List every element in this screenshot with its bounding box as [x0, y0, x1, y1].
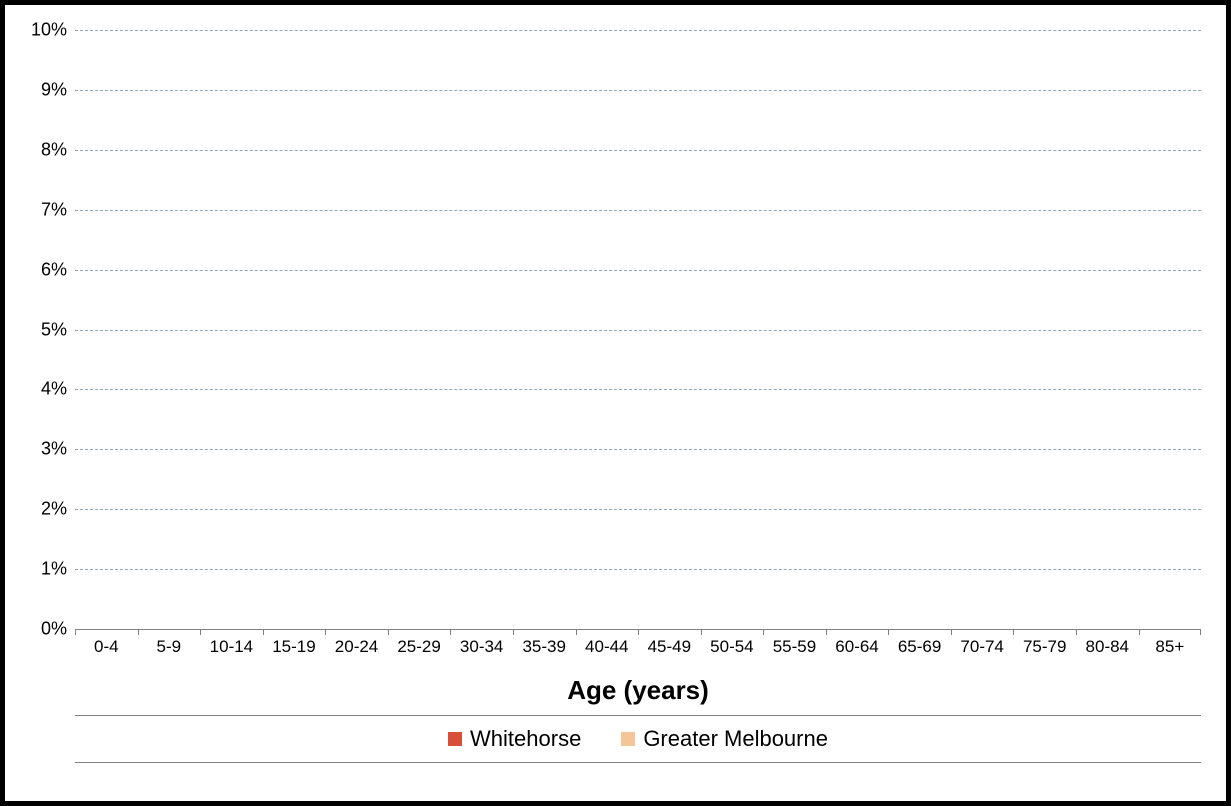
x-tick-label: 30-34	[450, 637, 513, 657]
legend-label: Whitehorse	[470, 726, 581, 752]
x-tick-label: 25-29	[388, 637, 451, 657]
x-tick-mark	[513, 629, 514, 635]
x-tick-label: 60-64	[826, 637, 889, 657]
gridline	[75, 210, 1201, 211]
x-tick-label: 40-44	[576, 637, 639, 657]
x-tick-mark	[826, 629, 827, 635]
x-tick-label: 80-84	[1076, 637, 1139, 657]
x-tick-mark	[888, 629, 889, 635]
gridline	[75, 389, 1201, 390]
x-tick-mark	[1013, 629, 1014, 635]
gridline	[75, 509, 1201, 510]
x-tick-mark	[325, 629, 326, 635]
x-tick-mark	[388, 629, 389, 635]
gridline	[75, 90, 1201, 91]
y-tick-label: 5%	[41, 319, 75, 340]
x-tick-mark	[763, 629, 764, 635]
legend-label: Greater Melbourne	[643, 726, 828, 752]
x-tick-label: 35-39	[513, 637, 576, 657]
y-tick-label: 4%	[41, 379, 75, 400]
legend-item: Whitehorse	[448, 726, 581, 752]
x-tick-label: 5-9	[138, 637, 201, 657]
x-tick-mark	[638, 629, 639, 635]
x-tick-label: 50-54	[701, 637, 764, 657]
x-tick-mark	[450, 629, 451, 635]
x-tick-label: 65-69	[888, 637, 951, 657]
y-tick-label: 6%	[41, 259, 75, 280]
y-tick-label: 2%	[41, 499, 75, 520]
x-tick-label: 45-49	[638, 637, 701, 657]
x-tick-label: 70-74	[951, 637, 1014, 657]
y-tick-label: 8%	[41, 139, 75, 160]
gridline	[75, 150, 1201, 151]
x-tick-mark	[263, 629, 264, 635]
y-tick-label: 3%	[41, 439, 75, 460]
gridline	[75, 449, 1201, 450]
x-tick-mark	[701, 629, 702, 635]
y-tick-label: 0%	[41, 619, 75, 640]
y-tick-label: 1%	[41, 559, 75, 580]
gridline	[75, 330, 1201, 331]
x-tick-label: 0-4	[75, 637, 138, 657]
gridline	[75, 569, 1201, 570]
legend-item: Greater Melbourne	[621, 726, 828, 752]
x-tick-mark	[1076, 629, 1077, 635]
x-tick-mark	[138, 629, 139, 635]
x-tick-mark	[1200, 629, 1201, 635]
legend-swatch	[448, 732, 462, 746]
y-tick-label: 7%	[41, 199, 75, 220]
x-axis-labels: 0-45-910-1415-1920-2425-2930-3435-3940-4…	[75, 637, 1201, 657]
legend-swatch	[621, 732, 635, 746]
y-tick-label: 10%	[31, 20, 75, 41]
x-tick-label: 85+	[1139, 637, 1202, 657]
x-tick-mark	[951, 629, 952, 635]
x-tick-mark	[1139, 629, 1140, 635]
x-tick-label: 10-14	[200, 637, 263, 657]
gridline	[75, 270, 1201, 271]
y-tick-label: 9%	[41, 79, 75, 100]
gridline	[75, 30, 1201, 31]
legend: Whitehorse Greater Melbourne	[75, 715, 1201, 763]
x-axis-title: Age (years)	[75, 675, 1201, 706]
x-tick-label: 55-59	[763, 637, 826, 657]
x-tick-mark	[200, 629, 201, 635]
x-tick-label: 20-24	[325, 637, 388, 657]
age-distribution-chart: 0%1%2%3%4%5%6%7%8%9%10% 0-45-910-1415-19…	[0, 0, 1231, 806]
x-tick-mark	[576, 629, 577, 635]
x-tick-label: 15-19	[263, 637, 326, 657]
x-tick-label: 75-79	[1013, 637, 1076, 657]
x-tick-mark	[75, 629, 76, 635]
plot-area: 0%1%2%3%4%5%6%7%8%9%10%	[75, 30, 1201, 630]
